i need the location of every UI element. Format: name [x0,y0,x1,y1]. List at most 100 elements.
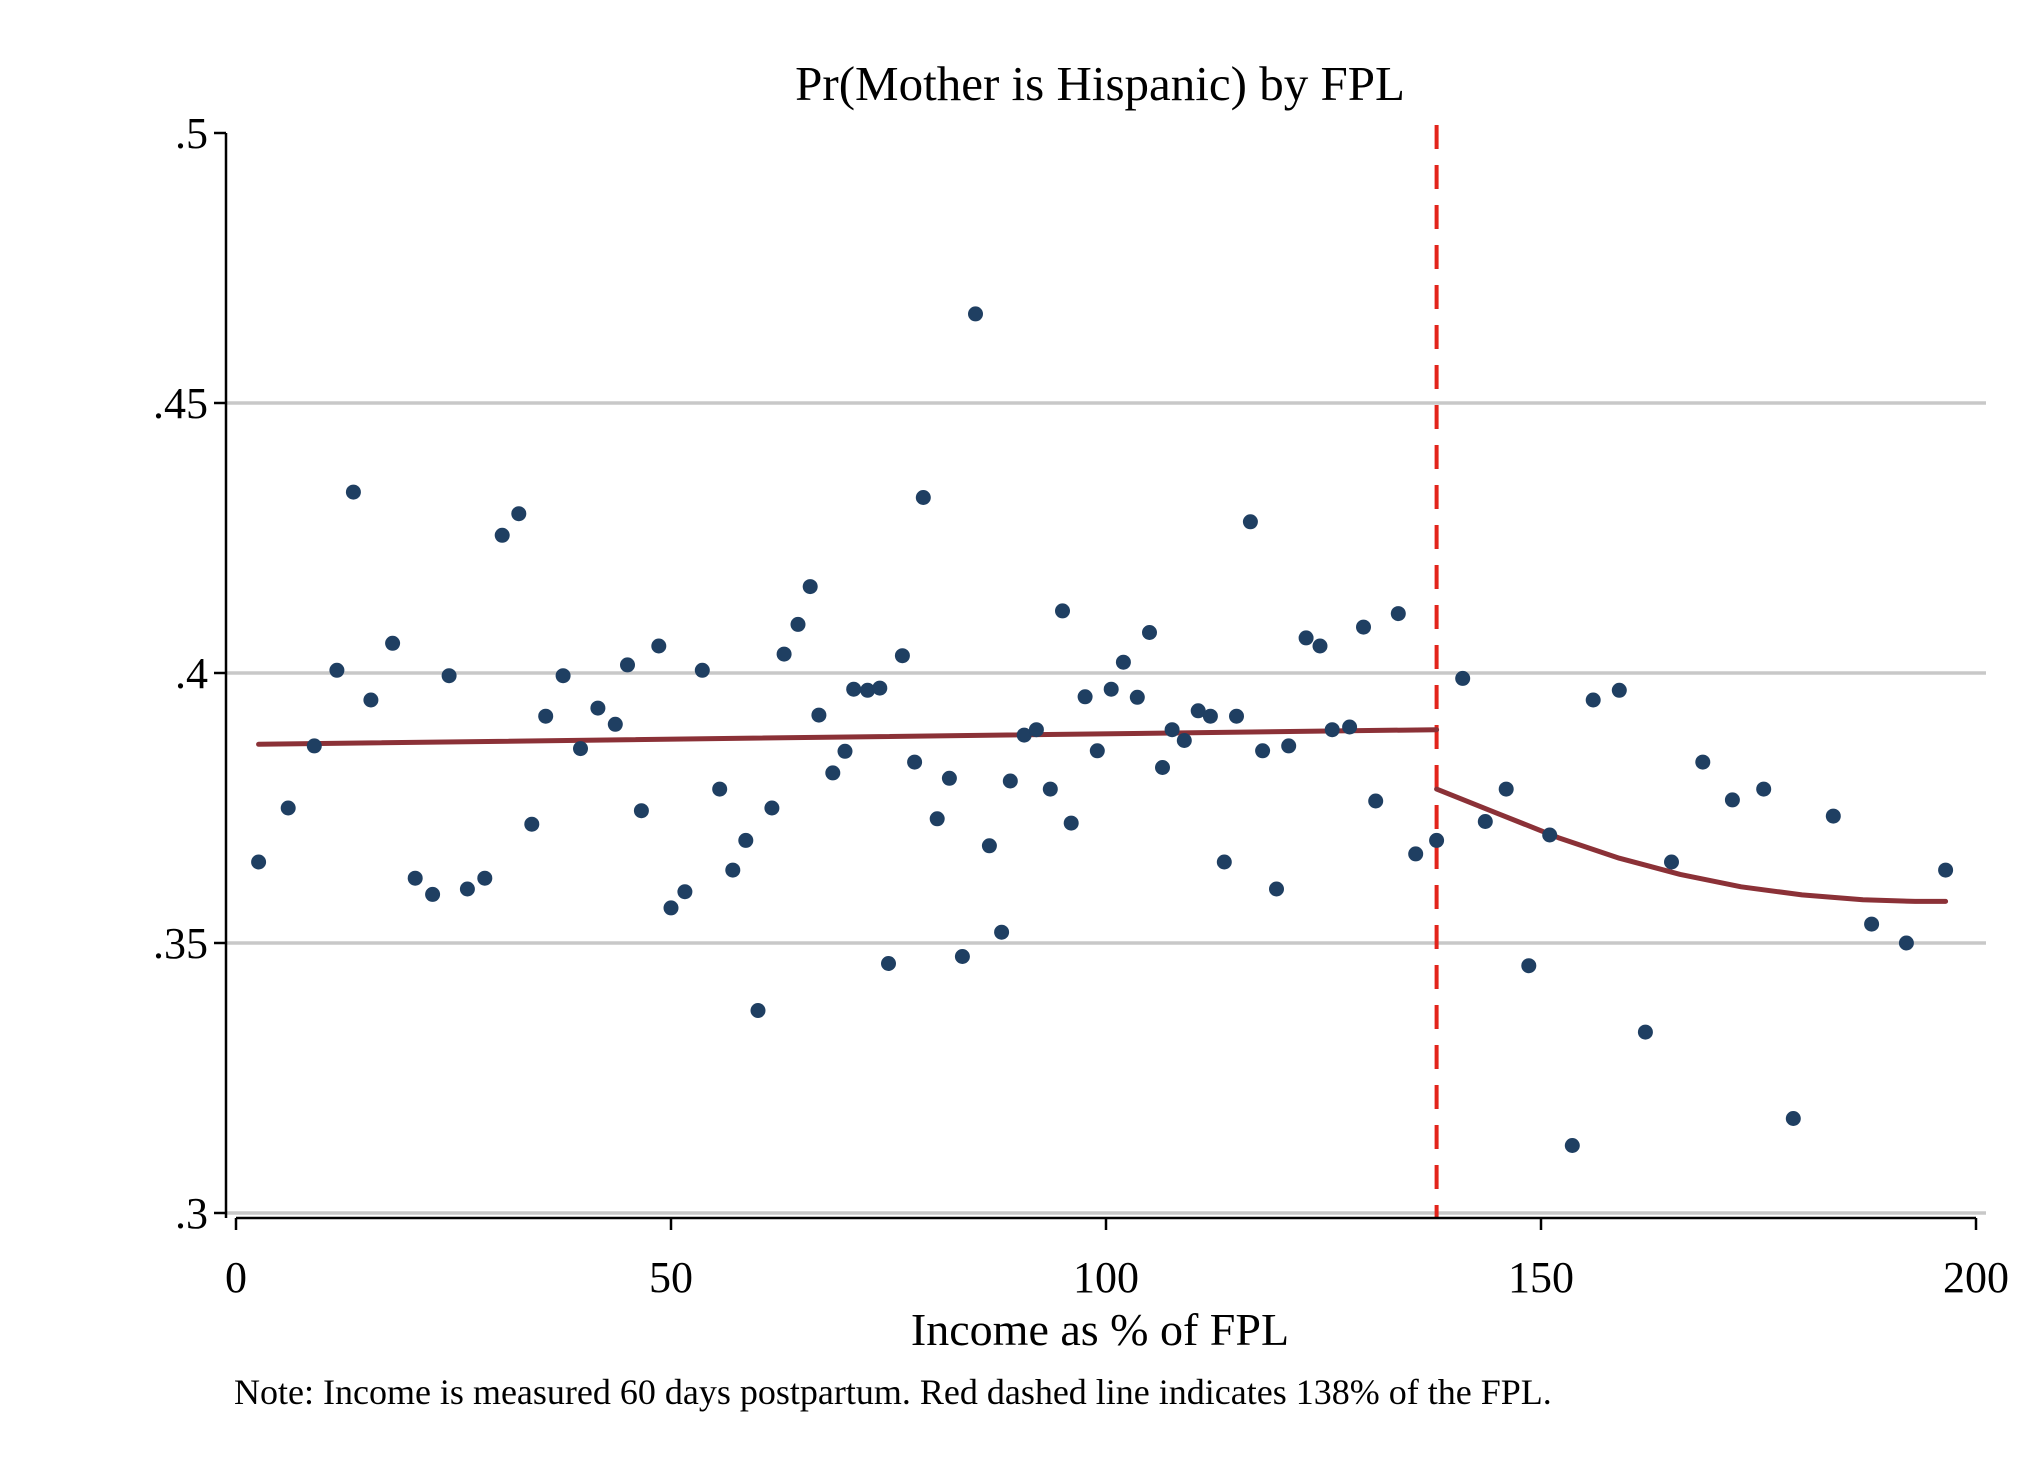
data-point [511,506,527,522]
y-tick-label: .4 [175,649,208,698]
data-point [363,692,379,708]
data-point [1002,773,1018,789]
data-point [407,870,423,886]
data-point [1176,733,1192,748]
data-point [811,707,827,723]
data-point [1542,827,1558,843]
data-point [1637,1024,1653,1040]
data-point [573,741,588,757]
data-point [1312,638,1328,654]
data-point [306,738,322,754]
x-tick-label: 0 [225,1253,247,1302]
data-point [968,306,983,322]
data-point [1202,708,1218,724]
data-point [915,490,931,505]
data-point [750,1003,766,1018]
fit-line-left [256,727,1440,747]
data-point [1229,708,1244,724]
data-point [1342,719,1358,735]
data-point [981,838,997,854]
y-tick-label: .3 [175,1189,208,1238]
data-point [1281,738,1297,754]
data-point [1498,781,1514,797]
x-tick-label: 200 [1943,1253,2009,1302]
y-tick-label: .35 [153,919,208,968]
data-point [712,781,728,797]
data-point [1695,754,1711,770]
data-point [1390,606,1406,622]
data-point [1028,722,1044,738]
x-tick-label: 100 [1073,1253,1139,1302]
data-point [1063,815,1079,831]
data-point [1103,681,1119,697]
data-point [1164,722,1180,738]
data-point [725,862,741,878]
data-point [1055,603,1070,619]
data-point [1785,1111,1801,1126]
fit-line-right [1434,786,1949,904]
chart-title: Pr(Mother is Hispanic) by FPL [795,56,1405,111]
data-point [881,956,896,971]
data-point [1142,625,1157,640]
data-point [860,682,876,698]
data-point [1864,916,1880,932]
data-point [1664,854,1679,870]
data-point [776,646,792,662]
y-tick-label: .45 [153,379,208,428]
data-point [1269,881,1284,897]
data-point [280,800,296,816]
data-point [477,870,493,886]
data-point [1016,727,1032,743]
data-point [1089,743,1105,759]
data-point [1356,619,1371,635]
data-point [1756,781,1772,797]
data-point [1042,781,1058,797]
data-point [425,886,441,902]
data-point [825,765,841,781]
data-point [345,484,361,500]
data-point [1898,935,1914,951]
data-point [1077,689,1093,705]
y-tick-label: .5 [175,109,208,158]
data-point [802,579,818,595]
data-point [790,616,806,632]
data-point [633,803,649,819]
data-point [651,638,667,654]
x-tick-label: 150 [1508,1253,1574,1302]
data-point [872,680,888,696]
data-point [1190,703,1206,719]
data-point [1129,689,1145,705]
data-point [907,754,923,770]
chart-note: Note: Income is measured 60 days postpar… [234,1372,1552,1412]
data-point [954,949,970,964]
data-point [555,668,571,684]
data-point [607,716,623,732]
data-point [524,816,540,832]
data-points [251,306,1954,1153]
data-point [1611,682,1627,698]
data-point [941,770,957,786]
data-point [1724,792,1740,808]
data-point [694,662,710,678]
data-point [1938,862,1954,878]
data-point [385,635,401,651]
x-tick-label: 50 [649,1253,693,1302]
data-point [1564,1138,1580,1153]
data-point [1455,670,1471,686]
x-axis: 0 50 100 150 200 [225,1216,2009,1302]
data-point [764,800,780,816]
data-point [1115,654,1131,670]
data-point [1521,958,1537,974]
data-point [929,811,945,827]
data-point [1429,832,1445,848]
data-point [1324,722,1340,738]
data-point [538,708,554,724]
data-point [1155,760,1170,775]
data-point [1255,743,1271,759]
data-point [837,743,853,759]
data-point [846,681,862,697]
data-point [459,881,475,897]
data-point [677,884,693,900]
data-point [1216,854,1232,870]
